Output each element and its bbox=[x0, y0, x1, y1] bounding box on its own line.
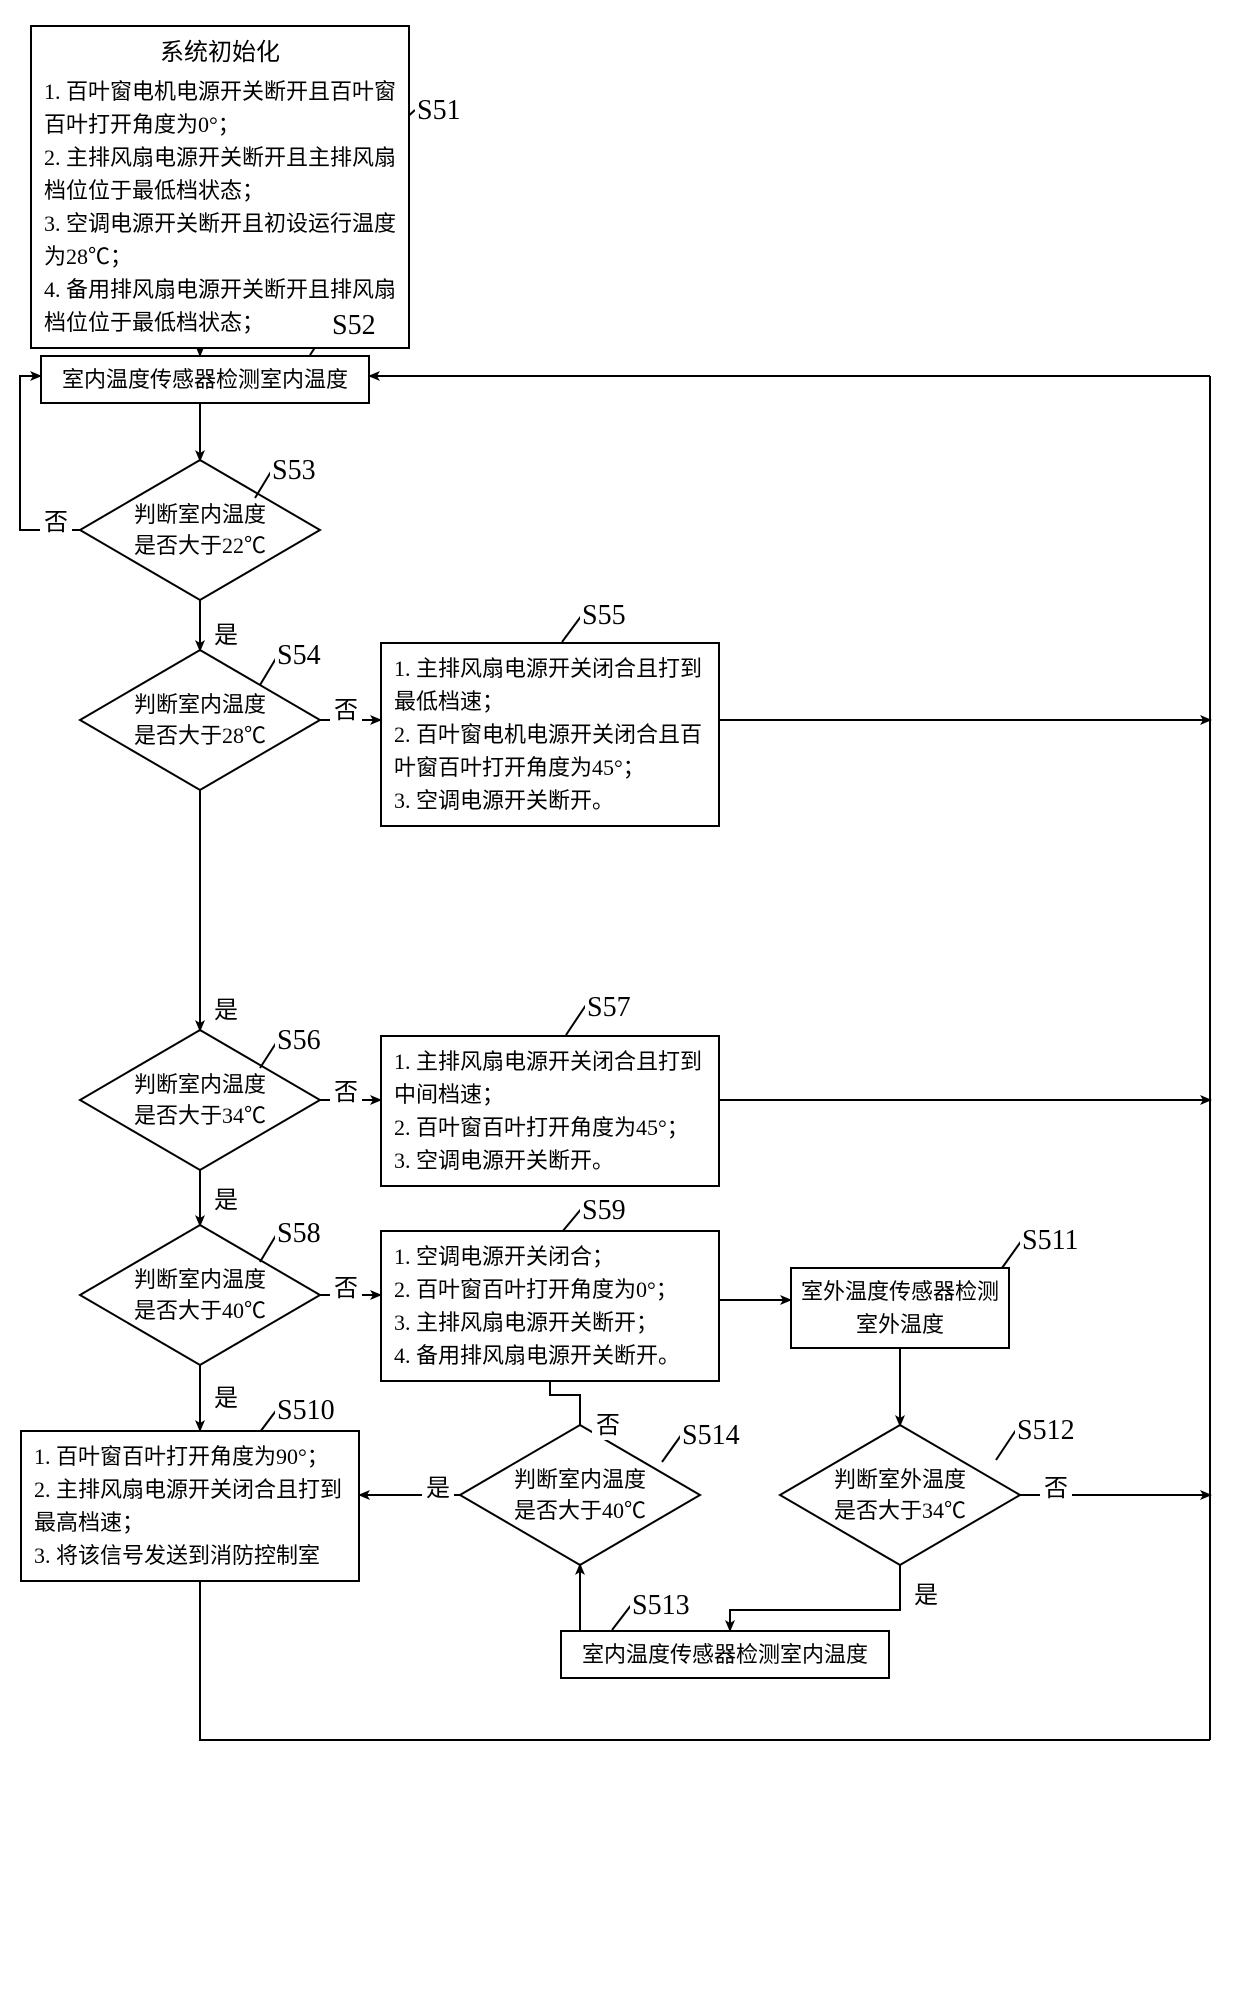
node-s51: 系统初始化 1. 百叶窗电机电源开关断开且百叶窗百叶打开角度为0°； 2. 主排… bbox=[30, 25, 410, 349]
edge-s58-no: 否 bbox=[330, 1268, 362, 1303]
node-s55: 1. 主排风扇电源开关闭合且打到最低档速； 2. 百叶窗电机电源开关闭合且百叶窗… bbox=[380, 642, 720, 827]
edge-s512-no: 否 bbox=[1040, 1468, 1072, 1503]
label-s512: S512 bbox=[1015, 1415, 1077, 1447]
node-s59: 1. 空调电源开关闭合； 2. 百叶窗百叶打开角度为0°； 3. 主排风扇电源开… bbox=[380, 1230, 720, 1382]
edge-s56-yes: 是 bbox=[210, 1180, 242, 1215]
label-s53: S53 bbox=[270, 455, 318, 487]
label-s58: S58 bbox=[275, 1218, 323, 1250]
node-s510-line2: 2. 主排风扇电源开关闭合且打到最高档速； bbox=[34, 1473, 346, 1539]
node-s57-line3: 3. 空调电源开关断开。 bbox=[394, 1144, 706, 1177]
node-s51-line3: 3. 空调电源开关断开且初设运行温度为28℃； bbox=[44, 207, 396, 273]
label-s514: S514 bbox=[680, 1420, 742, 1452]
label-s510: S510 bbox=[275, 1395, 337, 1427]
edge-s58-yes: 是 bbox=[210, 1378, 242, 1413]
node-s59-line2: 2. 百叶窗百叶打开角度为0°； bbox=[394, 1273, 706, 1306]
edge-s514-no: 否 bbox=[592, 1405, 624, 1440]
node-s510: 1. 百叶窗百叶打开角度为90°； 2. 主排风扇电源开关闭合且打到最高档速； … bbox=[20, 1430, 360, 1582]
node-s55-line1: 1. 主排风扇电源开关闭合且打到最低档速； bbox=[394, 652, 706, 718]
edge-s56-no: 否 bbox=[330, 1072, 362, 1107]
label-s513: S513 bbox=[630, 1590, 692, 1622]
node-s511: 室外温度传感器检测室外温度 bbox=[790, 1267, 1010, 1349]
node-s513-text: 室内温度传感器检测室内温度 bbox=[582, 1642, 868, 1667]
edge-s514-yes: 是 bbox=[422, 1468, 454, 1503]
node-s57-line1: 1. 主排风扇电源开关闭合且打到中间档速； bbox=[394, 1045, 706, 1111]
node-s59-line3: 3. 主排风扇电源开关断开； bbox=[394, 1306, 706, 1339]
node-s510-line3: 3. 将该信号发送到消防控制室 bbox=[34, 1539, 346, 1572]
label-s511: S511 bbox=[1020, 1225, 1081, 1257]
edge-s53-no: 否 bbox=[40, 502, 72, 537]
edge-s512-yes: 是 bbox=[910, 1575, 942, 1610]
node-s57: 1. 主排风扇电源开关闭合且打到中间档速； 2. 百叶窗百叶打开角度为45°； … bbox=[380, 1035, 720, 1187]
label-s52: S52 bbox=[330, 310, 378, 342]
node-s513: 室内温度传感器检测室内温度 bbox=[560, 1630, 890, 1679]
node-s57-line2: 2. 百叶窗百叶打开角度为45°； bbox=[394, 1111, 706, 1144]
label-s54: S54 bbox=[275, 640, 323, 672]
edge-s54-yes: 是 bbox=[210, 990, 242, 1025]
label-s51: S51 bbox=[415, 95, 463, 127]
edge-s53-yes: 是 bbox=[210, 615, 242, 650]
node-s59-line4: 4. 备用排风扇电源开关断开。 bbox=[394, 1339, 706, 1372]
label-s57: S57 bbox=[585, 992, 633, 1024]
node-s55-line2: 2. 百叶窗电机电源开关闭合且百叶窗百叶打开角度为45°； bbox=[394, 718, 706, 784]
node-s55-line3: 3. 空调电源开关断开。 bbox=[394, 784, 706, 817]
edge-s54-no: 否 bbox=[330, 690, 362, 725]
node-s51-line2: 2. 主排风扇电源开关断开且主排风扇档位位于最低档状态； bbox=[44, 141, 396, 207]
node-s59-line1: 1. 空调电源开关闭合； bbox=[394, 1240, 706, 1273]
node-s511-text: 室外温度传感器检测室外温度 bbox=[801, 1279, 999, 1337]
label-s59: S59 bbox=[580, 1195, 628, 1227]
label-s56: S56 bbox=[275, 1025, 323, 1057]
node-s52: 室内温度传感器检测室内温度 bbox=[40, 355, 370, 404]
node-s51-line1: 1. 百叶窗电机电源开关断开且百叶窗百叶打开角度为0°； bbox=[44, 75, 396, 141]
node-s51-title: 系统初始化 bbox=[44, 35, 396, 71]
node-s52-text: 室内温度传感器检测室内温度 bbox=[62, 367, 348, 392]
node-s510-line1: 1. 百叶窗百叶打开角度为90°； bbox=[34, 1440, 346, 1473]
label-s55: S55 bbox=[580, 600, 628, 632]
